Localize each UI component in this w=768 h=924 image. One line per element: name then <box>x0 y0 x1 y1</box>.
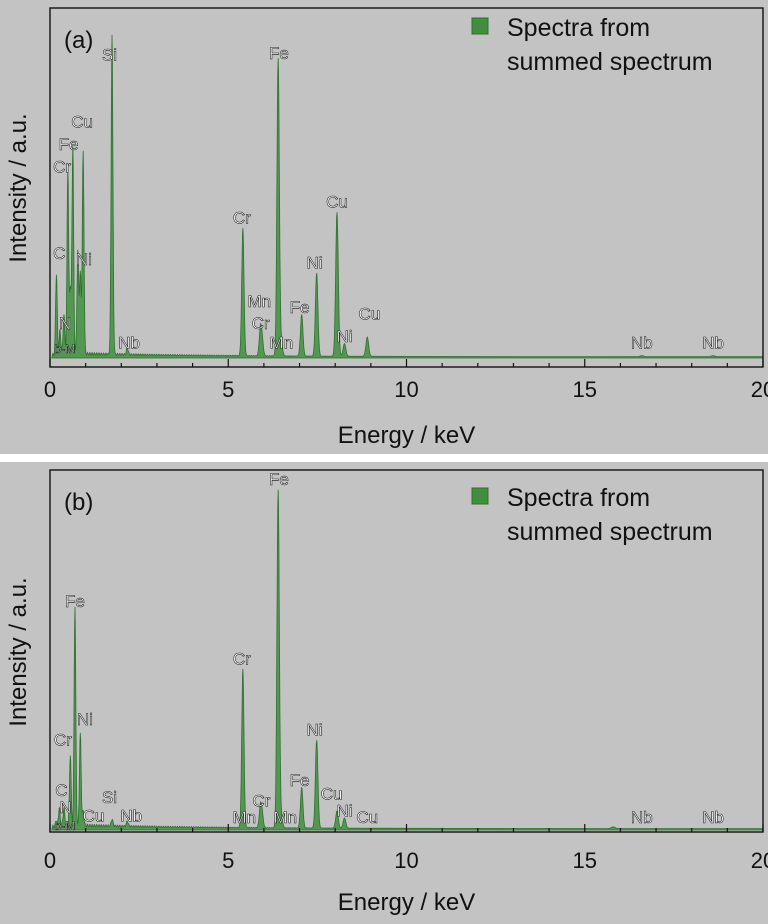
x-axis-label: Energy / keV <box>338 889 475 916</box>
peak-label: Mn <box>270 333 294 352</box>
peak-label: Nb <box>702 808 724 827</box>
peak-label: Fe <box>290 298 310 317</box>
spectrum-panel-b: 0 5 10 15 20 Energy / keV Intensity / a.u. (b) S… <box>0 462 768 924</box>
peak-label: Fe <box>290 771 310 790</box>
peak-label: C <box>53 244 65 263</box>
peak-label: Nb <box>120 807 142 826</box>
peak-label: Cu <box>71 113 93 132</box>
chart-b: 0 5 10 15 20 Energy / keV Intensity / a.u. (b) S… <box>5 469 768 916</box>
peak-label: Mn <box>247 292 271 311</box>
peak-label: Fe <box>59 135 79 154</box>
peak-label: Ni <box>306 253 322 272</box>
y-axis-label: Intensity / a.u. <box>5 577 32 726</box>
peak-label: Cu <box>359 305 381 324</box>
x-tick-label: 5 <box>222 377 234 402</box>
x-tick-label: 15 <box>573 848 597 873</box>
x-tick-label: 0 <box>44 377 56 402</box>
peak-label: Cu <box>83 807 105 826</box>
peak-label: Si <box>102 788 117 807</box>
peak-label: Cr <box>53 157 71 176</box>
x-tick-label: 20 <box>751 377 768 402</box>
peak-label: Cr <box>252 791 270 810</box>
legend-entry: Spectra from <box>507 484 650 512</box>
peak-label: C <box>55 781 67 800</box>
x-tick-label: 20 <box>751 848 768 873</box>
peak-label: Cr <box>252 314 270 333</box>
x-tick-label: 10 <box>394 377 418 402</box>
peak-label: Ni <box>77 710 93 729</box>
peak-label: Cu <box>356 808 378 827</box>
x-tick-label: 5 <box>222 848 234 873</box>
peak-label: Ni <box>336 327 352 346</box>
peak-label: Ni <box>336 801 352 820</box>
peak-label: Nb <box>631 808 653 827</box>
legend-entry: Spectra from <box>507 14 650 42</box>
peak-label: Cr <box>233 649 251 668</box>
x-tick-label: 0 <box>44 848 56 873</box>
peak-label: Cr <box>54 731 72 750</box>
y-axis-label: Intensity / a.u. <box>5 113 32 262</box>
peak-label: Fe <box>269 470 289 489</box>
spectrum-panel-a: 0 5 10 15 20 Energy / keV Intensity / a.u. (a) S… <box>0 0 768 454</box>
peak-label: Cu <box>321 785 343 804</box>
legend-entry: summed spectrum <box>507 48 713 76</box>
peak-label: Nb <box>118 333 140 352</box>
panel-label: (a) <box>64 27 93 54</box>
legend-entry: summed spectrum <box>507 518 713 546</box>
peak-label: N <box>60 798 72 817</box>
peak-label: Cu <box>326 193 348 212</box>
peak-label: Nb <box>631 333 653 352</box>
peak-label: N <box>59 314 71 333</box>
legend-swatch <box>471 487 489 505</box>
peak-label: Nb <box>702 333 724 352</box>
peak-label: Mn <box>232 808 256 827</box>
x-axis-label: Energy / keV <box>338 422 475 449</box>
peak-label: Ni <box>76 250 92 269</box>
peak-label: Cr <box>233 209 251 228</box>
chart-a: 0 5 10 15 20 Energy / keV Intensity / a.u. (a) S… <box>5 7 768 449</box>
legend-swatch <box>471 17 489 35</box>
peak-label: b-M <box>55 819 76 833</box>
peak-label: Fe <box>269 44 289 63</box>
panel-label: (b) <box>64 489 93 516</box>
peak-label: Ni <box>306 720 322 739</box>
spectrum-series <box>51 34 764 359</box>
peak-label: b-M <box>55 342 76 356</box>
x-tick-label: 15 <box>573 377 597 402</box>
peak-label: Si <box>102 45 117 64</box>
x-tick-label: 10 <box>394 848 418 873</box>
spectrum-series <box>51 489 764 831</box>
peak-label: Mn <box>273 808 297 827</box>
peak-label: Fe <box>65 592 85 611</box>
